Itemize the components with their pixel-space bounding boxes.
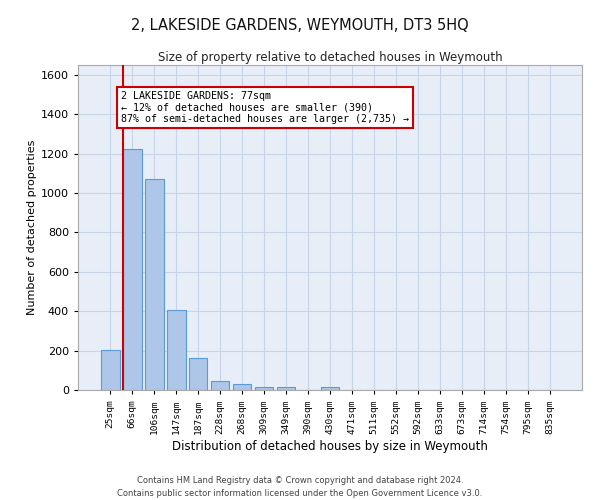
Bar [211,381,229,390]
Bar [320,388,340,390]
Text: Contains HM Land Registry data © Crown copyright and database right 2024.
Contai: Contains HM Land Registry data © Crown c… [118,476,482,498]
Bar [145,179,164,390]
Y-axis label: Number of detached properties: Number of detached properties [26,140,37,315]
X-axis label: Distribution of detached houses by size in Weymouth: Distribution of detached houses by size … [172,440,488,454]
Title: Size of property relative to detached houses in Weymouth: Size of property relative to detached ho… [158,51,502,64]
Bar [167,310,185,390]
Text: 2, LAKESIDE GARDENS, WEYMOUTH, DT3 5HQ: 2, LAKESIDE GARDENS, WEYMOUTH, DT3 5HQ [131,18,469,32]
Bar [255,387,274,390]
Bar [123,148,142,390]
Bar [189,358,208,390]
Bar [277,387,295,390]
Bar [233,384,251,390]
Bar [101,350,119,390]
Text: 2 LAKESIDE GARDENS: 77sqm
← 12% of detached houses are smaller (390)
87% of semi: 2 LAKESIDE GARDENS: 77sqm ← 12% of detac… [121,90,409,124]
